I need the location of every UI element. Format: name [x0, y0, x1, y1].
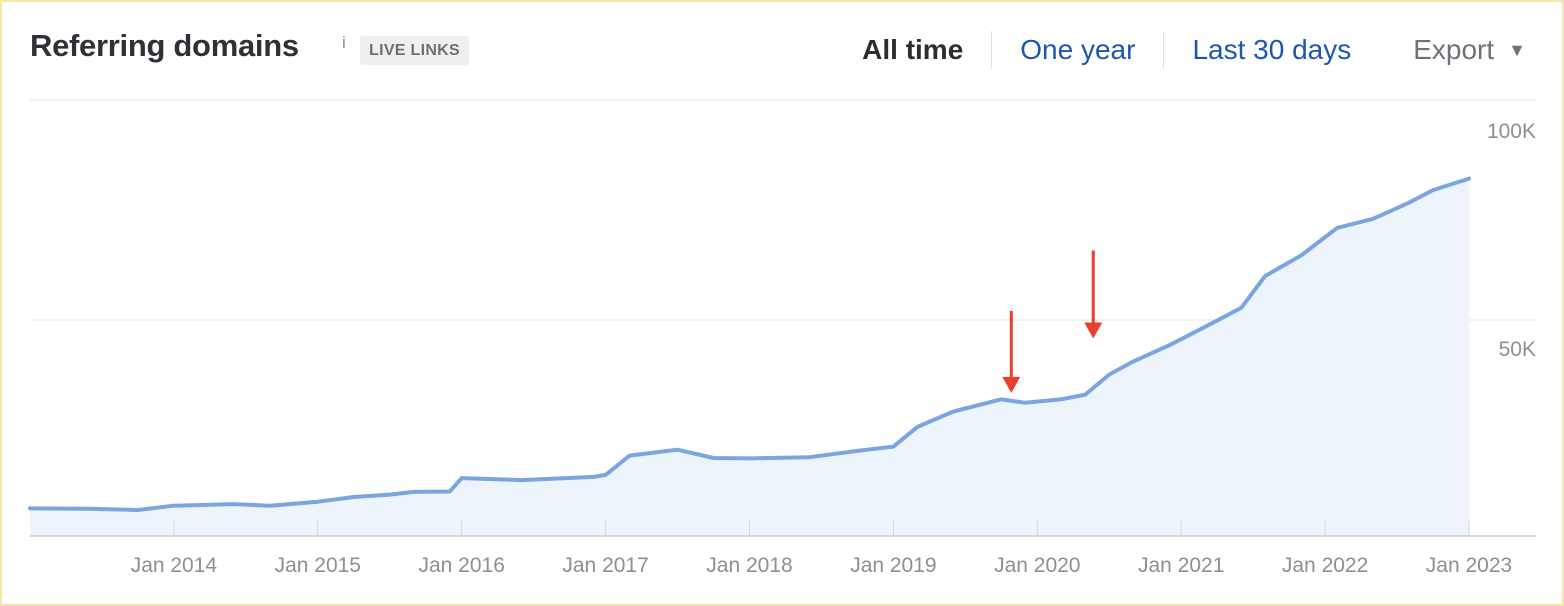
y-tick-label: 50K — [1499, 338, 1536, 361]
x-tick-label: Jan 2018 — [706, 554, 792, 577]
x-tick-label: Jan 2022 — [1282, 554, 1368, 577]
x-tick-label: Jan 2016 — [418, 554, 504, 577]
live-links-badge: LIVE LINKS — [360, 36, 470, 65]
series-line — [28, 176, 1471, 512]
chart-title: Referring domains — [30, 28, 299, 63]
range-last-30-days[interactable]: Last 30 days — [1192, 34, 1352, 65]
export-label: Export — [1413, 34, 1495, 65]
x-tick-label: Jan 2017 — [562, 554, 648, 577]
range-one-year[interactable]: One year — [1020, 34, 1136, 65]
info-icon[interactable]: i — [342, 33, 346, 52]
area-fill — [30, 178, 1469, 536]
x-tick-label: Jan 2014 — [131, 554, 218, 577]
x-tick-label: Jan 2021 — [1138, 554, 1224, 577]
x-tick-label: Jan 2019 — [850, 554, 936, 577]
x-tick-label: Jan 2015 — [275, 554, 361, 577]
caret-down-icon: ▼ — [1508, 39, 1526, 60]
range-selector: All time One year Last 30 days Export ▼ — [862, 30, 1526, 70]
x-tick-label: Jan 2023 — [1426, 554, 1512, 577]
range-divider — [991, 31, 993, 69]
export-button[interactable]: Export ▼ — [1413, 34, 1526, 66]
x-tick-label: Jan 2020 — [994, 554, 1080, 577]
range-all-time[interactable]: All time — [862, 34, 964, 65]
range-divider — [1163, 31, 1165, 69]
annotation-arrow — [1084, 250, 1103, 339]
annotation-arrow — [1002, 310, 1021, 393]
y-tick-label: 100K — [1487, 120, 1536, 143]
